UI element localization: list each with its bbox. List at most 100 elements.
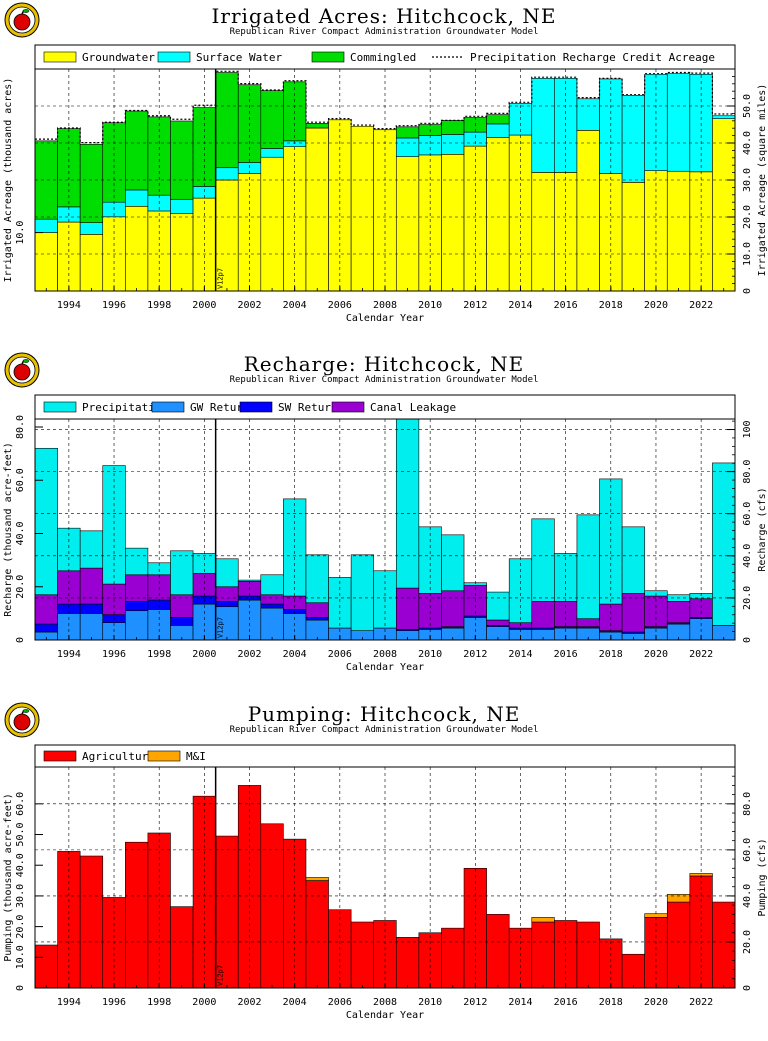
x-tick-label-2002: 2002 xyxy=(237,997,261,1008)
bar-commingled-1995 xyxy=(79,144,104,223)
y2-tick-label-20.0: 20.0 xyxy=(742,586,753,610)
bar-agricultural-1999 xyxy=(170,906,194,989)
bar-canal-leakage-1995 xyxy=(79,567,104,605)
bar-groundwater-2021 xyxy=(666,170,691,292)
bar-groundwater-2019 xyxy=(621,182,645,292)
bar-groundwater-1999 xyxy=(170,213,194,292)
bar-precipitation-2007 xyxy=(350,554,375,631)
y2-axis-label: Irrigated Acreage (square miles) xyxy=(757,84,768,277)
y2-tick-label-30.0: 30.0 xyxy=(742,168,753,192)
bar-precipitation-2023 xyxy=(712,462,736,626)
bar-m-i-2015 xyxy=(531,917,555,923)
x-tick-label-2006: 2006 xyxy=(328,649,352,660)
x-tick-label-2014: 2014 xyxy=(508,997,532,1008)
x-tick-label-2000: 2000 xyxy=(192,300,216,311)
bar-precipitation-2019 xyxy=(621,526,645,594)
bar-sw-returns-2003 xyxy=(260,603,284,609)
bar-surface-water-2001 xyxy=(215,167,239,181)
x-axis-label: Calendar Year xyxy=(346,662,424,673)
x-tick-label-2002: 2002 xyxy=(237,300,261,311)
y-tick-label-40.0: 40.0 xyxy=(15,521,26,545)
legend-label-1: M&I xyxy=(186,750,206,763)
y-tick-label-0: 0 xyxy=(15,985,26,991)
bar-surface-water-2012 xyxy=(463,131,487,147)
chart-title: Irrigated Acres: Hitchcock, NE xyxy=(211,4,557,28)
legend-swatch-3 xyxy=(331,401,365,413)
y2-tick-label-10.0: 10.0 xyxy=(742,242,753,266)
v12p7-marker-label: V12p7 xyxy=(217,268,225,289)
bar-m-i-2020 xyxy=(644,913,668,918)
legend-label-2: Commingled xyxy=(350,51,416,64)
x-tick-label-1996: 1996 xyxy=(102,300,126,311)
y2-tick-label-40.0: 40.0 xyxy=(742,884,753,908)
bar-agricultural-1998 xyxy=(147,832,171,989)
y2-tick-label-0: 0 xyxy=(742,288,753,294)
bar-commingled-2001 xyxy=(215,72,239,169)
bar-commingled-2009 xyxy=(395,126,420,139)
legend-label-0: Precipitation xyxy=(82,401,168,414)
x-tick-label-2012: 2012 xyxy=(463,300,487,311)
apple-logo-icon xyxy=(4,702,40,738)
chart-title: Pumping: Hitchcock, NE xyxy=(247,702,521,726)
x-tick-label-2022: 2022 xyxy=(689,997,713,1008)
gridlines xyxy=(35,767,735,988)
bar-canal-leakage-2017 xyxy=(576,618,600,627)
gridlines xyxy=(35,419,735,640)
v12p7-marker-label: V12p7 xyxy=(217,965,225,986)
bar-precipitation-2001 xyxy=(215,558,239,588)
bar-commingled-2005 xyxy=(305,123,329,129)
legend-swatch-0 xyxy=(43,51,77,63)
bar-groundwater-2015 xyxy=(531,172,555,292)
y2-tick-label-50.0: 50.0 xyxy=(742,94,753,118)
bar-sw-returns-1995 xyxy=(79,603,104,614)
bar-precipitation-1995 xyxy=(79,530,104,569)
x-tick-label-2020: 2020 xyxy=(644,649,668,660)
bar-surface-water-2023 xyxy=(712,115,736,119)
bar-agricultural-2009 xyxy=(395,937,420,989)
y2-tick-label-20.0: 20.0 xyxy=(742,930,753,954)
x-tick-label-2016: 2016 xyxy=(554,649,578,660)
recharge-credit-line xyxy=(35,70,735,144)
bar-commingled-2011 xyxy=(441,120,465,135)
bar-precipitation-1997 xyxy=(125,547,149,576)
x-tick-label-2010: 2010 xyxy=(418,300,442,311)
x-tick-label-2006: 2006 xyxy=(328,300,352,311)
bar-surface-water-2013 xyxy=(486,123,510,138)
x-tick-label-2020: 2020 xyxy=(644,997,668,1008)
legend-swatch-0 xyxy=(43,401,77,413)
bar-groundwater-2023 xyxy=(712,118,736,292)
recharge-chart: V12p7 Precipitation GW Returns SW Returns Ca… xyxy=(3,394,768,673)
x-tick-label-2018: 2018 xyxy=(599,649,623,660)
legend-label-0: Groundwater xyxy=(82,51,155,64)
legend: Agricultural M&I xyxy=(43,750,206,763)
x-tick-label-1994: 1994 xyxy=(57,649,81,660)
bar-agricultural-2007 xyxy=(350,921,375,989)
gridlines xyxy=(35,69,735,291)
x-tick-label-2004: 2004 xyxy=(283,300,307,311)
bar-precipitation-2005 xyxy=(305,554,329,604)
y-tick-label-60.0: 60.0 xyxy=(15,468,26,492)
bar-agricultural-2018 xyxy=(599,938,623,989)
bar-commingled-1999 xyxy=(170,120,194,200)
bar-agricultural-2011 xyxy=(441,927,465,989)
y2-tick-label-80.0: 80.0 xyxy=(742,792,753,816)
y2-tick-label-80.0: 80.0 xyxy=(742,460,753,484)
bar-agricultural-1993 xyxy=(34,944,58,989)
bar-groundwater-1993 xyxy=(34,232,58,292)
legend-swatch-0 xyxy=(43,750,77,762)
bar-surface-water-2017 xyxy=(576,98,600,131)
bar-groundwater-2017 xyxy=(576,130,600,292)
chart-subtitle: Republican River Compact Administration … xyxy=(229,27,539,37)
bar-sw-returns-1997 xyxy=(125,601,149,612)
bar-canal-leakage-2005 xyxy=(305,602,329,618)
legend-swatch-1 xyxy=(151,401,185,413)
bar-precipitation-2003 xyxy=(260,574,284,596)
bar-surface-water-1993 xyxy=(34,218,58,233)
bar-precipitation-2009 xyxy=(395,418,420,589)
bar-canal-leakage-1997 xyxy=(125,574,149,602)
x-tick-label-2000: 2000 xyxy=(192,997,216,1008)
legend-label-1: GW Returns xyxy=(190,401,256,414)
legend-label-3: Precipitation Recharge Credit Acreage xyxy=(470,51,715,64)
bar-agricultural-2015 xyxy=(531,921,555,989)
y-tick-label-80.0: 80.0 xyxy=(15,415,26,439)
